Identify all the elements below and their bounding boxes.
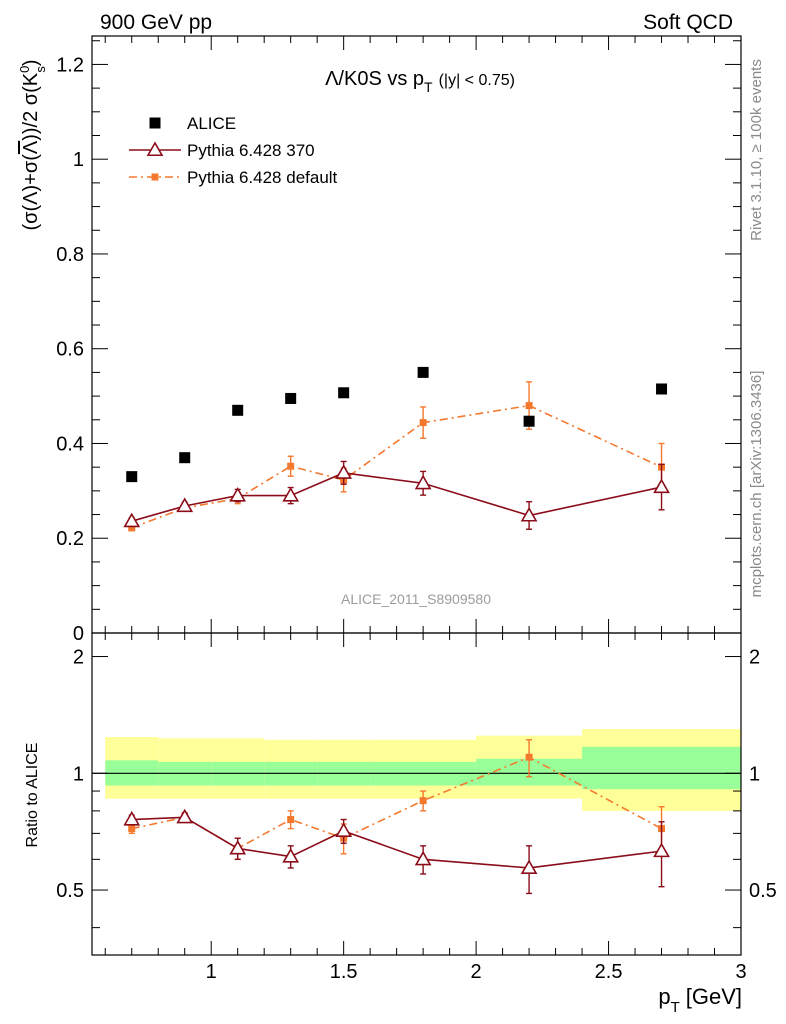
data-point-pythia-370 [520, 506, 538, 522]
legend-entry-label: ALICE [187, 114, 236, 133]
data-point-pythia-default [287, 816, 295, 824]
main-plot-panel: Λ/K0S vs pT (|y| < 0.75) ALICE Pythia 6.42… [17, 35, 742, 645]
x-tick-label: 1.5 [330, 961, 358, 983]
ratio-y-tick-label-right: 2 [749, 647, 760, 669]
x-axis-label: pT [GeV] [658, 984, 742, 1016]
header-right: Soft QCD [643, 11, 733, 34]
header-left: 900 GeV pp [100, 11, 212, 34]
data-point-pythia-370 [176, 808, 194, 824]
data-point-pythia-370 [282, 486, 300, 502]
series-line-pythia-default [131, 404, 662, 529]
data-point-alice [232, 404, 244, 416]
data-point-pythia-370 [335, 822, 353, 838]
data-point-pythia-370 [229, 839, 247, 855]
x-tick-label: 1 [206, 961, 217, 983]
data-point-pythia-370 [335, 464, 353, 479]
x-tick-label: 3 [735, 961, 746, 983]
data-point-pythia-370 [123, 512, 141, 528]
data-point-pythia-default [525, 402, 533, 410]
ratio-y-tick-label: 2 [73, 647, 84, 669]
data-point-pythia-370 [414, 474, 432, 490]
main-y-tick-label: 1 [73, 149, 84, 171]
ratio-y-tick-label-right: 0.5 [749, 880, 777, 902]
data-point-pythia-default [419, 419, 427, 427]
series-line-pythia-default [131, 756, 662, 850]
data-point-pythia-370 [653, 478, 670, 494]
main-y-tick-label: 0.4 [56, 433, 84, 455]
ratio-band-inner [582, 746, 741, 790]
main-y-tick-label: 0.6 [56, 339, 84, 361]
data-point-alice [656, 383, 668, 395]
mcplots-label: mcplots.cern.ch [arXiv:1306.3436] [748, 371, 765, 598]
data-point-pythia-default [128, 524, 136, 532]
data-point-alice [179, 452, 191, 464]
data-point-alice [285, 392, 297, 404]
main-plot-title: Λ/K0S vs pT (|y| < 0.75) [325, 68, 515, 95]
ratio-y-axis-label: Ratio to ALICE [24, 743, 41, 848]
main-y-axis-label: (σ(Λ)+σ(Λ))/2 σ(K0s) [17, 59, 48, 230]
data-point-pythia-370 [176, 497, 194, 513]
ratio-y-tick-label: 0.5 [56, 880, 84, 902]
data-point-pythia-370 [520, 859, 538, 875]
main-y-tick-label: 0.2 [56, 528, 84, 550]
series-line-pythia-370 [131, 472, 662, 522]
legend-entry-label: Pythia 6.428 370 [187, 141, 315, 160]
data-point-pythia-default [287, 462, 295, 470]
ratio-plot-panel: 1 1.5 2 2.5 3 0.5 0.5 1 1 2 2 Ratio to ALICE pT [Ge… [24, 632, 777, 1016]
data-point-alice [523, 415, 535, 427]
x-tick-label: 2.5 [595, 961, 623, 983]
data-point-pythia-370 [229, 486, 247, 502]
data-point-pythia-default [128, 825, 136, 833]
analysis-id-label: ALICE_2011_S8909580 [341, 591, 491, 607]
main-y-tick-label: 0.8 [56, 244, 84, 266]
ratio-plot-frame [91, 632, 742, 956]
legend: ALICE Pythia 6.428 370 Pythia 6.428 defaul… [129, 114, 338, 187]
data-point-pythia-370 [414, 850, 432, 866]
data-point-pythia-370 [282, 847, 300, 863]
x-tick-label: 2 [471, 961, 482, 983]
legend-marker-pythia-default [151, 173, 159, 181]
legend-entry-label: Pythia 6.428 default [187, 168, 338, 187]
ratio-y-tick-label-right: 1 [749, 763, 760, 785]
legend-marker-pythia-370 [146, 141, 164, 157]
data-point-pythia-default [419, 797, 427, 805]
series-line-pythia-370 [131, 816, 662, 869]
ratio-y-tick-label: 1 [73, 763, 84, 785]
data-point-pythia-370 [123, 810, 141, 826]
rivet-version-label: Rivet 3.1.10, ≥ 100k events [748, 59, 765, 241]
data-point-pythia-370 [653, 842, 670, 858]
legend-marker-alice [149, 117, 161, 129]
main-y-tick-label: 0 [73, 623, 84, 645]
data-point-pythia-default [525, 753, 533, 761]
data-point-alice [417, 366, 429, 378]
data-point-alice [126, 471, 138, 483]
main-y-tick-label: 1.2 [56, 54, 84, 76]
data-point-alice [338, 387, 350, 399]
